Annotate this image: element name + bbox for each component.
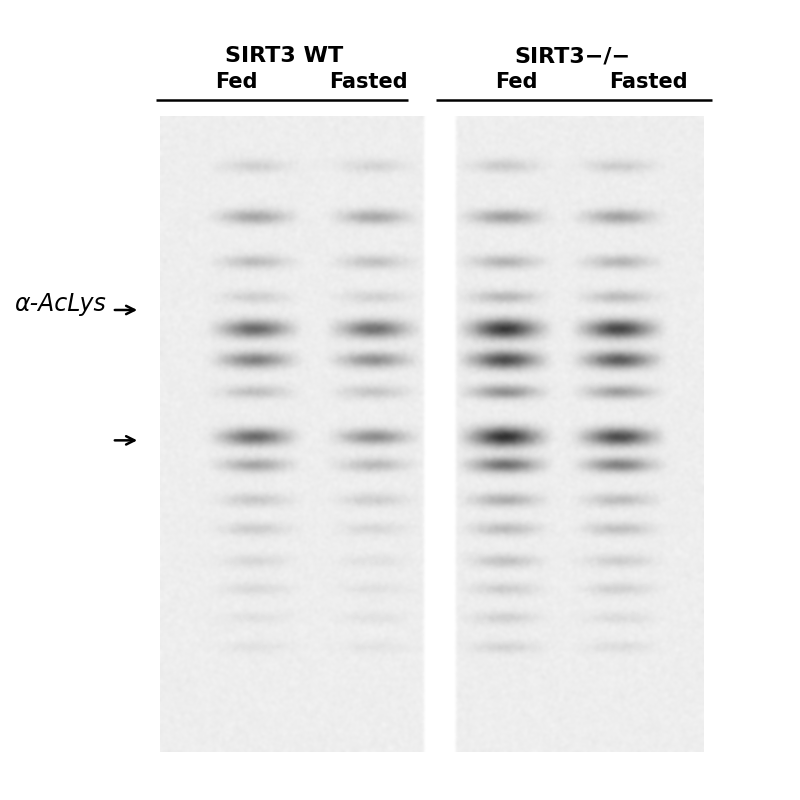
Text: Fasted: Fasted [609,72,687,92]
Text: SIRT3−/−: SIRT3−/− [514,46,630,66]
Text: SIRT3 WT: SIRT3 WT [225,46,343,66]
Text: Fasted: Fasted [329,72,407,92]
Text: Fed: Fed [214,72,258,92]
Text: Fed: Fed [494,72,538,92]
Text: α-AcLys: α-AcLys [14,292,106,316]
